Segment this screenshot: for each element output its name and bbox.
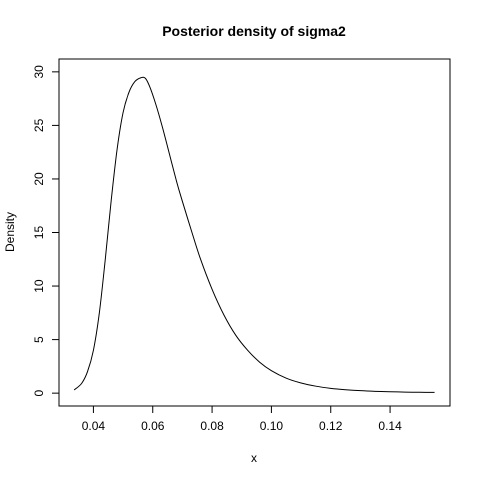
x-tick-label: 0.12 <box>319 419 343 433</box>
y-tick-label: 15 <box>32 226 46 240</box>
x-tick-label: 0.10 <box>260 419 284 433</box>
y-tick-label: 25 <box>32 118 46 132</box>
y-tick-label: 30 <box>32 65 46 79</box>
density-curve <box>73 76 435 393</box>
x-tick-label: 0.04 <box>82 419 106 433</box>
y-tick-label: 20 <box>32 172 46 186</box>
y-axis: 0 5 10 15 20 25 30 <box>32 65 60 396</box>
x-axis-label: x <box>251 451 257 465</box>
y-axis-label: Density <box>3 212 17 252</box>
x-axis: 0.04 0.06 0.08 0.10 0.12 0.14 <box>82 405 402 433</box>
chart-title: Posterior density of sigma2 <box>162 23 346 39</box>
x-tick-label: 0.06 <box>141 419 165 433</box>
y-tick-label: 5 <box>32 336 46 343</box>
y-tick-label: 10 <box>32 279 46 293</box>
x-tick-label: 0.08 <box>200 419 224 433</box>
x-tick-label: 0.14 <box>378 419 402 433</box>
y-tick-label: 0 <box>32 389 46 396</box>
